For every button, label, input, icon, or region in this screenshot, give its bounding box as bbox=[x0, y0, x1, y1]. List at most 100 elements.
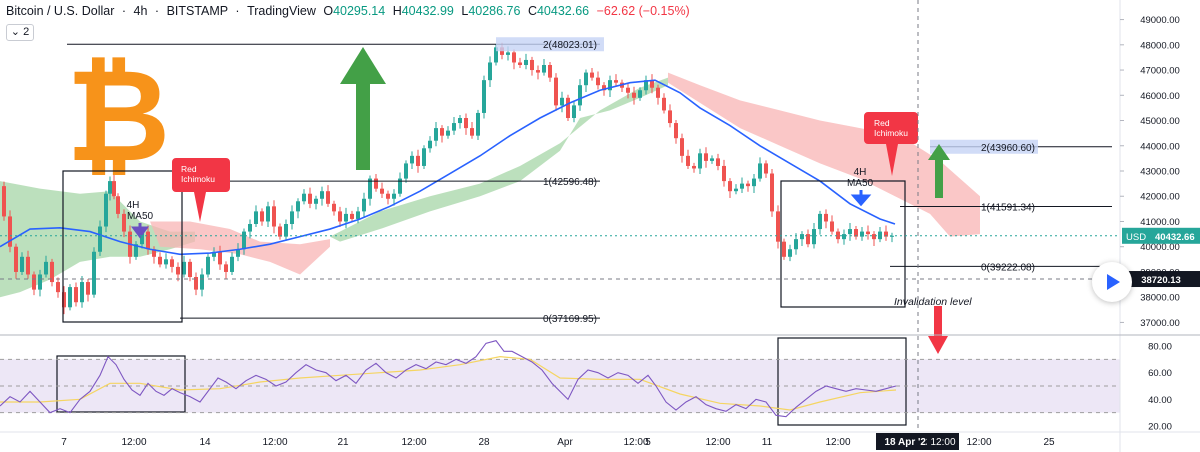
callout-red-ichimoku-1[interactable]: Red Ichimoku bbox=[172, 158, 230, 222]
candle-body bbox=[152, 249, 156, 257]
candle-body bbox=[800, 234, 804, 240]
candle-body bbox=[242, 231, 246, 250]
time-tick-label: 12:00 bbox=[623, 437, 648, 448]
big-up-arrow bbox=[340, 47, 386, 170]
change-value: −62.62 (−0.15%) bbox=[596, 4, 690, 18]
ichimoku-cloud-1 bbox=[0, 181, 195, 298]
candle-body bbox=[56, 282, 60, 293]
current-price-prefix: USD bbox=[1126, 232, 1146, 243]
time-tick-label: 14 bbox=[199, 437, 211, 448]
candle-body bbox=[470, 128, 474, 136]
candle-body bbox=[164, 259, 168, 265]
candle-body bbox=[374, 178, 378, 189]
time-tick-label: 12:00 bbox=[705, 437, 730, 448]
fib-band bbox=[930, 139, 1038, 154]
time-tick-label: 7 bbox=[61, 437, 67, 448]
candle-body bbox=[806, 234, 810, 245]
candle-body bbox=[68, 287, 72, 308]
callout-2-line-1: Red bbox=[874, 118, 890, 128]
close-label: C bbox=[527, 4, 537, 18]
candle-body bbox=[200, 274, 204, 290]
range-box-2[interactable] bbox=[780, 180, 906, 308]
candle-body bbox=[416, 155, 420, 166]
candle-body bbox=[44, 261, 48, 275]
candle-body bbox=[518, 62, 522, 65]
price-tick-label: 40000.00 bbox=[1140, 242, 1180, 253]
candle-body bbox=[266, 206, 270, 222]
crosshair-price-label: 38720.13 bbox=[1141, 275, 1181, 286]
candle-body bbox=[680, 138, 684, 156]
price-tick-label: 43000.00 bbox=[1140, 167, 1180, 178]
time-tick-label: 12:00 bbox=[930, 437, 955, 448]
platform: TradingView bbox=[247, 4, 316, 18]
candle-body bbox=[230, 256, 234, 272]
time-tick-label: 12:00 bbox=[401, 437, 426, 448]
current-price-badge bbox=[1122, 227, 1200, 244]
rsi-box-2[interactable] bbox=[777, 337, 907, 426]
ma-label-1: 4H MA50 bbox=[127, 200, 153, 239]
open-label: O bbox=[323, 4, 334, 18]
range-box-1[interactable] bbox=[62, 170, 183, 323]
candle-body bbox=[320, 191, 324, 199]
candlestick-series bbox=[2, 42, 894, 315]
candle-body bbox=[92, 251, 96, 295]
candle-body bbox=[272, 206, 276, 227]
candle-body bbox=[524, 59, 528, 65]
candle-body bbox=[140, 231, 144, 245]
candle-body bbox=[704, 153, 708, 161]
candle-body bbox=[824, 213, 828, 222]
time-tick-label: 11 bbox=[762, 437, 773, 448]
time-highlight-badge bbox=[876, 433, 940, 450]
time-tick-label: Apr bbox=[557, 437, 573, 448]
chart-header: Bitcoin / U.S. Dollar · 4h · BITSTAMP · … bbox=[6, 4, 690, 18]
candle-body bbox=[392, 193, 396, 199]
candle-body bbox=[206, 256, 210, 275]
candle-body bbox=[482, 80, 486, 113]
candle-body bbox=[428, 140, 432, 149]
candle-body bbox=[698, 153, 702, 169]
fib-band bbox=[496, 37, 604, 52]
rsi-box-1[interactable] bbox=[56, 355, 186, 413]
candle-body bbox=[344, 213, 348, 222]
candle-body bbox=[590, 72, 594, 78]
candle-body bbox=[488, 62, 492, 81]
candle-body bbox=[830, 221, 834, 232]
candle-body bbox=[734, 188, 738, 192]
symbol-name[interactable]: Bitcoin / U.S. Dollar bbox=[6, 4, 115, 18]
ma-label-2: 4H MA50 bbox=[847, 167, 874, 207]
candle-body bbox=[560, 97, 564, 106]
price-tick-label: 44000.00 bbox=[1140, 141, 1180, 152]
fib-label: 0(39222.08) bbox=[981, 262, 1035, 273]
callout-red-ichimoku-2[interactable]: Red Ichimoku bbox=[864, 112, 918, 176]
candle-body bbox=[380, 188, 384, 194]
price-axis[interactable]: 49000.00 48000.00 47000.00 46000.00 45000.00… bbox=[1120, 15, 1200, 329]
candle-body bbox=[218, 251, 222, 265]
candle-body bbox=[464, 118, 468, 129]
ichimoku-cloud-2 bbox=[150, 221, 330, 275]
rsi-axis[interactable]: 80.00 60.00 40.00 20.00 bbox=[1148, 342, 1172, 433]
candle-body bbox=[782, 241, 786, 257]
candle-body bbox=[854, 229, 858, 237]
candle-body bbox=[740, 183, 744, 189]
time-axis[interactable]: 7 12:00 14 12:00 21 12:00 28 Apr 12:005 12:00 11 12… bbox=[61, 433, 1055, 450]
current-price-label: 40432.66 bbox=[1155, 232, 1195, 243]
ma-label-2-ma: MA50 bbox=[847, 178, 874, 189]
candle-body bbox=[764, 163, 768, 174]
price-tick-label: 46000.00 bbox=[1140, 91, 1180, 102]
indicators-toggle[interactable]: ⌄ 2 bbox=[6, 24, 34, 41]
candle-body bbox=[548, 65, 552, 78]
candle-body bbox=[362, 198, 366, 212]
interval[interactable]: 4h bbox=[133, 4, 148, 18]
fib-label: 2(43960.60) bbox=[981, 143, 1035, 154]
time-highlight-badge bbox=[927, 433, 959, 450]
candle-body bbox=[842, 234, 846, 240]
play-icon[interactable] bbox=[1092, 262, 1132, 302]
candle-body bbox=[644, 80, 648, 91]
candle-body bbox=[422, 148, 426, 166]
candle-body bbox=[638, 90, 642, 98]
candle-body bbox=[38, 274, 42, 290]
crosshair-price-badge bbox=[1122, 271, 1200, 288]
candle-body bbox=[188, 261, 192, 277]
candle-body bbox=[410, 155, 414, 164]
